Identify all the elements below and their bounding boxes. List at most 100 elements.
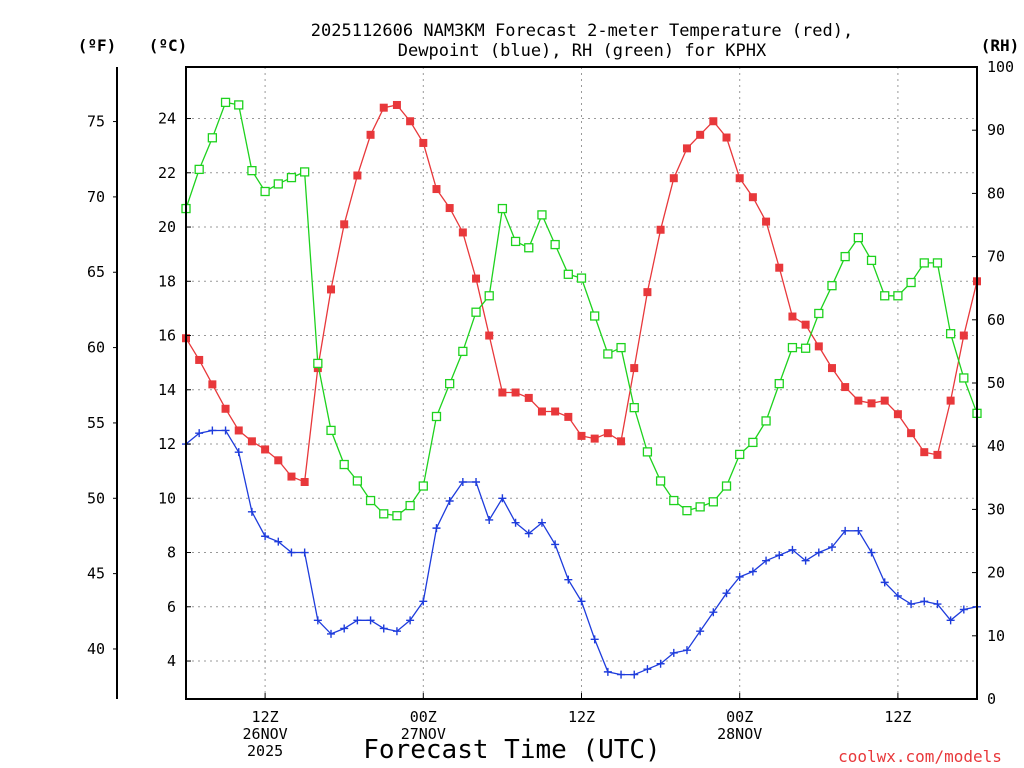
temperature-point bbox=[801, 320, 810, 329]
dewpoint-point bbox=[722, 589, 731, 598]
dewpoint-point bbox=[564, 575, 573, 584]
temperature-point bbox=[564, 412, 573, 421]
rh-point bbox=[207, 133, 218, 143]
rh-point bbox=[866, 255, 877, 266]
dewpoint-point bbox=[748, 567, 757, 576]
dewpoint-point bbox=[577, 597, 586, 606]
rh-point bbox=[893, 291, 903, 301]
dewpoint-point bbox=[537, 518, 546, 527]
rh-point bbox=[497, 203, 508, 214]
celsius-tick-label: 12 bbox=[158, 435, 176, 453]
temperature-point bbox=[669, 174, 678, 183]
dewpoint-point bbox=[313, 616, 322, 625]
dewpoint-point bbox=[274, 537, 283, 546]
temperature-point bbox=[630, 364, 639, 373]
fahrenheit-unit-label: (ºF) bbox=[78, 36, 117, 55]
x-tick-label: 12Z bbox=[884, 708, 911, 726]
dewpoint-point bbox=[669, 648, 678, 657]
rh-tick-label: 30 bbox=[987, 500, 1005, 518]
temperature-point bbox=[300, 478, 309, 487]
rh-point bbox=[708, 497, 718, 507]
temperature-point bbox=[814, 342, 823, 351]
series-layer bbox=[181, 97, 982, 679]
dewpoint-point bbox=[959, 605, 968, 614]
rh-point bbox=[603, 349, 613, 359]
rh-point bbox=[418, 481, 428, 491]
dewpoint-point bbox=[854, 526, 863, 535]
dewpoint-point bbox=[946, 616, 955, 625]
tick-labels: 4 6 8 10 12 14 16 18 20 22 24 40 45 50 55 60 65 70 75 0 10 20… bbox=[87, 58, 1014, 760]
dewpoint-point bbox=[472, 478, 481, 487]
temperature-point bbox=[933, 450, 942, 459]
rh-point bbox=[787, 342, 798, 353]
rh-point bbox=[682, 506, 692, 516]
temperature-point bbox=[577, 431, 586, 440]
rh-point bbox=[748, 437, 758, 448]
fahrenheit-tick-label: 70 bbox=[87, 188, 105, 206]
celsius-tick-label: 8 bbox=[167, 544, 176, 562]
temperature-point bbox=[682, 144, 691, 153]
dewpoint-point bbox=[630, 670, 639, 679]
dewpoint-point bbox=[603, 667, 612, 676]
rh-point bbox=[774, 378, 784, 389]
temperature-point bbox=[735, 174, 744, 183]
temperature-point bbox=[432, 185, 441, 194]
dewpoint-point bbox=[511, 518, 520, 527]
temperature-point bbox=[287, 472, 296, 481]
dewpoint-point bbox=[234, 448, 243, 457]
rh-point bbox=[286, 172, 297, 183]
temperature-point bbox=[485, 331, 494, 340]
temperature-point bbox=[617, 437, 626, 446]
temperature-point bbox=[247, 437, 256, 446]
fahrenheit-tick-label: 60 bbox=[87, 339, 105, 357]
axes-layer bbox=[113, 66, 978, 700]
dewpoint-point bbox=[524, 529, 533, 538]
rh-tick-label: 90 bbox=[987, 121, 1005, 139]
rh-point bbox=[510, 236, 521, 247]
rh-point bbox=[880, 291, 890, 301]
rh-point bbox=[655, 476, 666, 486]
temperature-point bbox=[353, 171, 362, 180]
rh-point bbox=[616, 342, 626, 353]
dewpoint-point bbox=[682, 646, 691, 655]
dewpoint-point bbox=[643, 665, 652, 674]
temperature-point bbox=[709, 117, 718, 126]
dewpoint-point bbox=[907, 600, 916, 609]
rh-point bbox=[365, 495, 376, 506]
rh-point bbox=[629, 402, 639, 413]
rh-point bbox=[431, 411, 442, 422]
rh-point bbox=[827, 281, 837, 291]
rh-point bbox=[642, 447, 653, 457]
dewpoint-point bbox=[458, 478, 467, 487]
rh-tick-label: 80 bbox=[987, 184, 1005, 202]
chart-title-line-2: Dewpoint (blue), RH (green) for KPHX bbox=[398, 41, 767, 61]
temperature-point bbox=[788, 312, 797, 321]
dewpoint-point bbox=[300, 548, 309, 557]
x-tick-label: 12Z bbox=[568, 708, 595, 726]
temperature-point bbox=[234, 426, 243, 435]
celsius-tick-label: 10 bbox=[158, 489, 176, 507]
credit-link[interactable]: coolwx.com/models bbox=[838, 747, 1002, 766]
temperature-point bbox=[472, 274, 481, 283]
dewpoint-point bbox=[366, 616, 375, 625]
temperature-point bbox=[643, 288, 652, 297]
rh-point bbox=[299, 167, 310, 177]
dewpoint-point bbox=[933, 600, 942, 609]
rh-point bbox=[735, 449, 745, 460]
rh-tick-label: 40 bbox=[987, 437, 1005, 455]
temperature-point bbox=[419, 138, 428, 147]
rh-point bbox=[220, 97, 231, 108]
temperature-point bbox=[195, 355, 204, 364]
temperature-point bbox=[867, 399, 876, 408]
rh-tick-label: 70 bbox=[987, 248, 1005, 266]
rh-unit-label: (RH) bbox=[981, 36, 1020, 55]
temperature-point bbox=[841, 383, 850, 392]
rh-point bbox=[445, 378, 455, 389]
rh-point bbox=[853, 232, 863, 243]
rh-tick-label: 50 bbox=[987, 374, 1005, 392]
rh-point bbox=[800, 343, 811, 353]
dewpoint-point bbox=[696, 627, 705, 636]
dewpoint-point bbox=[287, 548, 296, 557]
rh-tick-label: 60 bbox=[987, 311, 1005, 329]
